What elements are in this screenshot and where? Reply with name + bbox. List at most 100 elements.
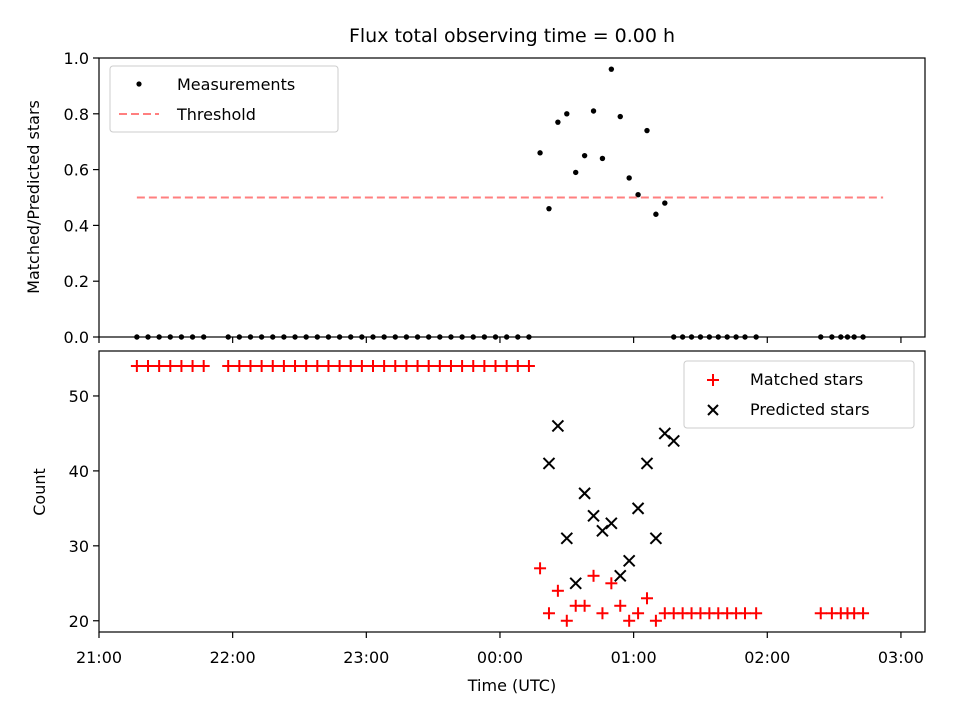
matched-stars-point [596, 607, 609, 620]
count-series [130, 359, 870, 627]
predicted-stars-point [640, 457, 654, 470]
matched-stars-point [344, 359, 357, 372]
matched-stars-point [311, 359, 324, 372]
matched-stars-point [750, 607, 763, 620]
matched-stars-point [233, 359, 246, 372]
measurement-point [608, 66, 615, 72]
legend-measurements-label: Measurements [177, 75, 295, 94]
measurement-point [555, 119, 561, 125]
matched-stars-point [222, 359, 235, 372]
y-tick-label: 20 [69, 612, 89, 631]
matched-stars-point [255, 359, 268, 372]
measurement-point [537, 150, 543, 156]
matched-stars-point [534, 562, 547, 575]
matched-stars-point [197, 359, 210, 372]
predicted-stars-point [569, 577, 582, 590]
matched-stars-point [614, 599, 627, 612]
measurement-point [662, 200, 668, 206]
matched-stars-point [411, 359, 424, 372]
matched-stars-point [632, 607, 645, 620]
y-tick-label: 30 [69, 537, 89, 556]
matched-stars-point [366, 359, 379, 372]
x-tick-label: 02:00 [744, 648, 790, 667]
legend-measurements-marker [136, 81, 142, 87]
matched-stars-point [649, 614, 662, 627]
predicted-stars-point [667, 434, 680, 448]
matched-stars-point [467, 359, 480, 372]
measurement-point [573, 169, 579, 176]
x-tick-label: 23:00 [343, 648, 389, 667]
matched-stars-point [153, 359, 166, 372]
ratio-legend: Measurements Threshold [109, 65, 339, 133]
predicted-stars-point [622, 554, 636, 568]
x-tick-label: 00:00 [477, 648, 523, 667]
matched-stars-point [739, 607, 752, 620]
predicted-stars-point [551, 419, 565, 433]
x-tick-label: 22:00 [210, 648, 256, 667]
y-tick-label: 50 [69, 387, 89, 406]
matched-stars-point [322, 359, 335, 372]
x-tick-label: 01:00 [611, 648, 657, 667]
legend-matched-marker [707, 374, 719, 386]
predicted-stars-point [649, 532, 663, 545]
matched-stars-point [389, 359, 402, 372]
matched-stars-point [378, 359, 391, 372]
ratio-panel: 0.0 0.2 0.4 0.6 0.8 1.0 Matched/Predicted sta… [24, 49, 926, 347]
legend-matched-label: Matched stars [750, 370, 863, 389]
matched-stars-point [587, 569, 600, 582]
matched-stars-point [605, 577, 618, 590]
predicted-stars-point [578, 487, 591, 500]
matched-stars-point [142, 359, 155, 372]
count-legend: Matched stars Predicted stars [683, 360, 915, 429]
matched-stars-point [422, 359, 435, 372]
predicted-stars-point [631, 502, 645, 515]
predicted-stars-point [542, 457, 556, 470]
matched-stars-point [130, 359, 143, 372]
matched-stars-point [500, 359, 513, 372]
predicted-stars-point [587, 509, 600, 523]
matched-stars-point [433, 359, 446, 372]
y-tick-label: 0.4 [64, 216, 89, 235]
count-panel: 20 30 40 50 21:00 22:00 23:00 00:00 01:00 02:00 0… [30, 350, 926, 695]
matched-stars-point [300, 359, 313, 372]
measurement-point [599, 155, 606, 162]
measurement-point [546, 205, 552, 212]
predicted-stars-point [605, 517, 618, 530]
count-y-axis-label: Count [30, 468, 49, 516]
matched-stars-point [333, 359, 346, 372]
ratio-y-ticks: 0.0 0.2 0.4 0.6 0.8 1.0 [64, 49, 99, 347]
count-y-ticks: 20 30 40 50 [69, 387, 99, 631]
matched-stars-point [560, 614, 573, 627]
count-x-ticks: 21:00 22:00 23:00 00:00 01:00 02:00 03:00 [76, 632, 924, 667]
chart-title: Flux total observing time = 0.00 h [349, 25, 675, 47]
matched-stars-point [175, 359, 188, 372]
predicted-stars-point [560, 532, 574, 545]
matched-stars-point [578, 599, 591, 612]
measurement-point [644, 127, 650, 134]
matched-stars-point [814, 607, 827, 620]
matched-stars-point [244, 359, 257, 372]
count-axes-frame [98, 350, 926, 633]
legend-predicted-label: Predicted stars [750, 400, 870, 419]
y-tick-label: 40 [69, 462, 89, 481]
measurement-point [564, 111, 570, 117]
x-tick-label: 03:00 [878, 648, 924, 667]
matched-stars-point [623, 614, 636, 627]
matched-stars-point [489, 359, 502, 372]
matched-stars-point [478, 359, 491, 372]
matched-stars-point [857, 607, 870, 620]
matched-stars-point [164, 359, 177, 372]
matched-stars-point [277, 359, 290, 372]
matched-stars-point [511, 359, 524, 372]
ratio-axes-frame [98, 57, 926, 338]
y-tick-label: 0.2 [64, 272, 89, 291]
y-tick-label: 0.8 [64, 105, 89, 124]
measurement-point [626, 175, 632, 181]
matched-stars-point [400, 359, 413, 372]
ratio-y-axis-label: Matched/Predicted stars [24, 100, 43, 294]
y-tick-label: 0.0 [64, 328, 89, 347]
x-axis-label: Time (UTC) [467, 676, 556, 695]
predicted-stars-point [596, 524, 609, 538]
measurement-point [653, 211, 659, 217]
matched-stars-point [444, 359, 457, 372]
